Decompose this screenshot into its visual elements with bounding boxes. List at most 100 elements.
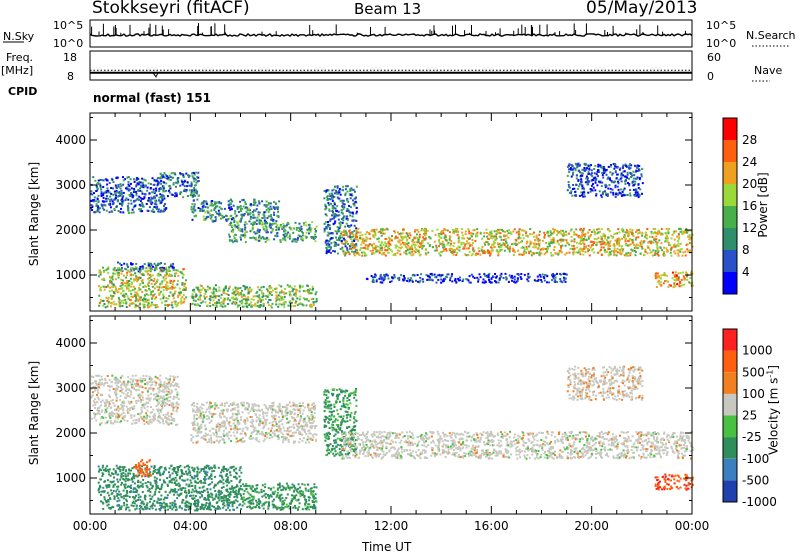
power-panel-cell bbox=[594, 180, 597, 183]
power-panel-cell bbox=[271, 302, 274, 305]
power-panel-cell bbox=[676, 235, 679, 238]
power-panel-cell bbox=[572, 184, 575, 186]
power-panel-cell bbox=[668, 244, 671, 247]
power-panel-cell bbox=[465, 254, 468, 257]
power-panel-cell bbox=[617, 242, 620, 245]
power-panel-cell bbox=[143, 306, 145, 309]
velocity-panel-cell bbox=[114, 408, 116, 411]
power-panel-cell bbox=[293, 292, 296, 295]
power-panel-cell bbox=[292, 288, 295, 291]
power-panel-cell bbox=[151, 177, 154, 180]
power-panel-cell bbox=[121, 196, 124, 199]
power-panel-cell bbox=[294, 240, 297, 243]
power-panel-cell bbox=[353, 229, 356, 232]
power-panel-cell bbox=[614, 186, 617, 189]
power-panel-cell bbox=[370, 229, 373, 232]
power-panel-cell bbox=[403, 236, 406, 239]
power-panel-cell bbox=[499, 236, 502, 239]
power-panel-cell bbox=[640, 240, 643, 243]
power-panel-cell bbox=[599, 164, 601, 167]
power-panel-cell bbox=[327, 245, 330, 248]
power-panel-cell bbox=[97, 194, 100, 197]
power-panel-cell bbox=[614, 170, 617, 173]
power-panel-cell bbox=[629, 167, 632, 170]
velocity-panel-cell bbox=[100, 416, 103, 419]
power-panel-cell bbox=[264, 228, 267, 231]
power-panel-cell bbox=[236, 292, 239, 295]
power-panel-cell bbox=[307, 228, 310, 231]
power-panel-cell bbox=[608, 177, 611, 180]
power-panel-cell bbox=[634, 245, 637, 247]
power-panel-cell bbox=[679, 248, 682, 251]
power-panel-cell bbox=[365, 236, 368, 239]
power-panel-cell bbox=[542, 275, 545, 278]
power-panel-cell bbox=[689, 249, 691, 252]
power-panel-cell bbox=[500, 244, 503, 247]
power-panel-cell bbox=[481, 237, 484, 240]
power-panel-cell bbox=[530, 254, 533, 257]
power-panel-cell bbox=[123, 295, 126, 297]
power-panel-cell bbox=[214, 302, 216, 305]
power-panel-cell bbox=[556, 233, 559, 236]
power-panel-cell bbox=[442, 232, 445, 235]
power-panel-cell bbox=[380, 231, 383, 234]
power-panel-cell bbox=[454, 227, 457, 230]
power-panel-cell bbox=[446, 243, 449, 246]
power-panel-cell bbox=[635, 247, 637, 249]
power-panel-cell bbox=[102, 266, 104, 269]
power-panel-cell bbox=[427, 251, 430, 254]
power-panel-cell bbox=[507, 280, 510, 283]
power-panel-cell bbox=[135, 190, 137, 193]
power-panel-cell bbox=[593, 237, 596, 240]
power-panel-cell bbox=[168, 275, 170, 277]
power-panel-cell bbox=[634, 238, 637, 241]
power-panel-cell bbox=[207, 215, 210, 218]
power-panel-cell bbox=[624, 235, 626, 238]
power-panel-cell bbox=[205, 295, 208, 298]
power-panel-cell bbox=[283, 237, 286, 240]
power-panel-cell bbox=[170, 274, 173, 277]
power-panel-cell bbox=[581, 168, 584, 171]
power-panel-cell bbox=[297, 226, 300, 229]
power-panel-cell bbox=[226, 298, 229, 301]
power-panel-cell bbox=[167, 287, 169, 290]
power-panel-cell bbox=[616, 173, 619, 176]
power-panel-cell bbox=[411, 274, 414, 277]
power-panel-cell bbox=[217, 209, 220, 212]
power-panel-cell bbox=[674, 252, 677, 255]
velocity-panel-cell bbox=[175, 401, 178, 404]
power-panel-cell bbox=[454, 229, 457, 232]
power-panel-cell bbox=[624, 163, 627, 166]
power-panel-cell bbox=[161, 301, 164, 304]
power-panel-cell bbox=[99, 299, 102, 302]
power-panel-cell bbox=[212, 303, 215, 306]
power-panel-cell bbox=[237, 304, 240, 307]
power-panel-cell bbox=[193, 288, 195, 291]
velocity-panel-cell bbox=[108, 378, 111, 381]
power-panel-cell bbox=[253, 304, 256, 307]
power-panel-cell bbox=[144, 300, 147, 303]
power-panel-cell bbox=[234, 233, 237, 236]
power-panel-cell bbox=[607, 187, 610, 190]
power-panel-cell bbox=[500, 248, 503, 251]
power-panel-cell bbox=[353, 240, 356, 242]
power-panel-cell bbox=[285, 235, 288, 238]
power-panel-cell bbox=[587, 248, 589, 250]
power-panel-cell bbox=[449, 277, 452, 279]
power-panel-cell bbox=[586, 175, 588, 178]
power-panel-cell bbox=[153, 277, 156, 280]
power-panel-cell bbox=[193, 203, 196, 206]
power-panel-cell bbox=[131, 282, 134, 285]
velocity-panel-cell bbox=[157, 401, 160, 404]
power-panel-cell bbox=[517, 249, 520, 252]
power-panel-cell bbox=[567, 183, 570, 186]
power-panel-cell bbox=[166, 285, 169, 288]
power-panel-cell bbox=[130, 292, 133, 295]
power-panel-cell bbox=[503, 249, 506, 252]
power-panel-cell bbox=[259, 298, 261, 301]
power-panel-cell bbox=[164, 176, 167, 179]
power-panel-cell bbox=[528, 233, 531, 236]
power-panel-cell bbox=[595, 243, 598, 246]
power-panel-cell bbox=[109, 281, 112, 284]
power-panel-cell bbox=[417, 230, 420, 233]
